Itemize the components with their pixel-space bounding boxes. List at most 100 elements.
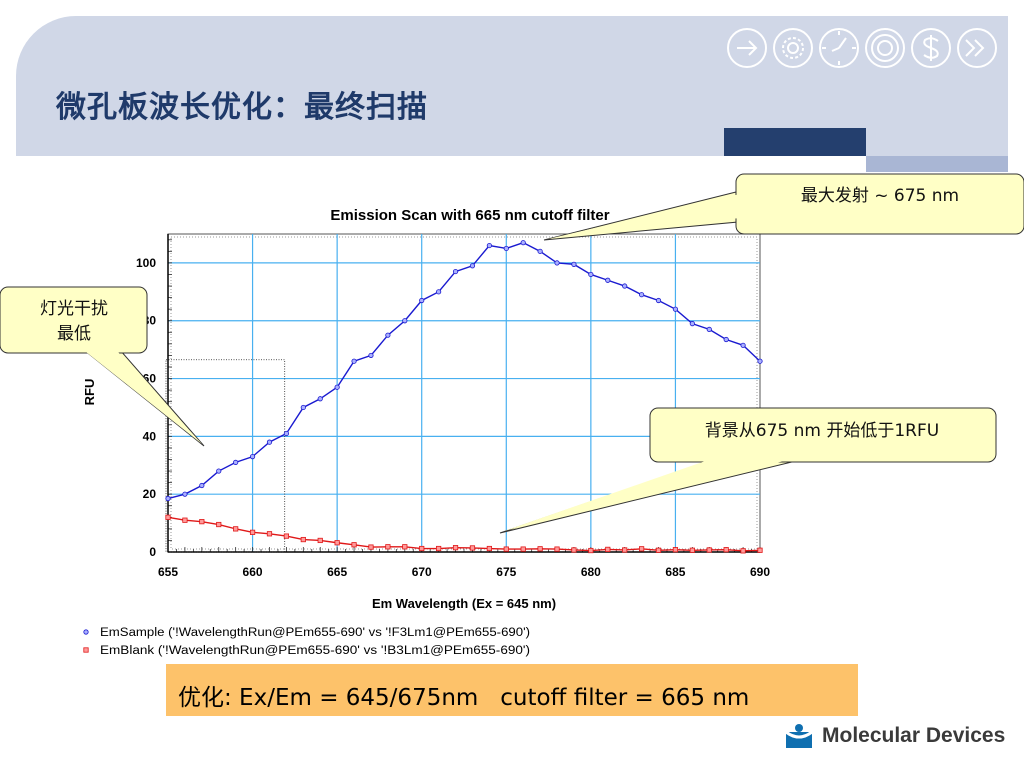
- sample-point: [537, 248, 543, 254]
- sample-point: [368, 352, 374, 359]
- sample-point: [706, 326, 712, 332]
- slide-title: 微孔板波长优化：最终扫描: [56, 90, 428, 125]
- legend-marker-sample: [83, 629, 89, 635]
- callout-background-box: [649, 407, 997, 463]
- sample-point: [216, 468, 222, 474]
- optimization-banner-text: 优化: Ex/Em = 645/675nm cutoff filter = 66…: [178, 685, 750, 711]
- dollar-icon: [911, 28, 951, 68]
- sample-point: [757, 358, 763, 364]
- blank-point: [165, 514, 171, 520]
- sample-point: [165, 495, 171, 502]
- x-tick-label: 685: [665, 565, 685, 579]
- sample-point: [283, 430, 289, 437]
- interference-region-box: [165, 359, 286, 553]
- sample-point: [672, 306, 679, 312]
- sample-point: [723, 336, 729, 343]
- sample-point: [249, 453, 256, 460]
- sample-point: [419, 297, 425, 304]
- clock-icon: [819, 28, 859, 68]
- sample-point: [402, 318, 408, 324]
- blank-point: [486, 545, 492, 552]
- blank-point: [554, 546, 560, 552]
- callout-min-light-box: [0, 286, 148, 354]
- sample-point: [605, 277, 611, 283]
- blank-point: [436, 545, 442, 552]
- y-axis-label: RFU: [82, 379, 97, 406]
- blank-point: [368, 544, 374, 550]
- blank-point: [571, 547, 577, 553]
- sample-point: [351, 358, 357, 364]
- sample-point: [638, 292, 645, 298]
- blank-point: [622, 547, 628, 553]
- y-tick-label: 100: [136, 256, 156, 270]
- company-logo: Molecular Devices: [782, 720, 1012, 754]
- sample-point: [300, 404, 306, 411]
- header-accent-dark: [724, 128, 866, 156]
- arrow-right-icon: [727, 28, 767, 68]
- callout-min-light-join: [86, 352, 202, 444]
- target-icon: [865, 28, 905, 68]
- callout-background: 背景从675 nm 开始低于1RFU: [499, 407, 997, 534]
- blank-point: [469, 545, 476, 551]
- blank-point: [639, 546, 645, 552]
- icon-row: [727, 28, 997, 68]
- callout-background-text: 背景从675 nm 开始低于1RFU: [705, 421, 939, 441]
- chart-title: Emission Scan with 665 nm cutoff filter: [330, 207, 609, 224]
- sample-point: [622, 283, 628, 289]
- optimization-banner: 优化: Ex/Em = 645/675nm cutoff filter = 66…: [166, 664, 858, 716]
- blank-point: [452, 545, 459, 551]
- callout-min-light: 灯光干扰 最低: [0, 286, 205, 447]
- blank-point: [351, 542, 357, 548]
- sample-point: [385, 332, 391, 338]
- blank-point: [334, 540, 340, 546]
- blank-point: [740, 548, 746, 554]
- blank-point: [266, 531, 273, 537]
- blank-point: [199, 519, 205, 525]
- blank-point: [689, 547, 695, 553]
- company-name: Molecular Devices: [822, 724, 1006, 747]
- blank-point: [317, 537, 323, 544]
- sample-point: [199, 482, 205, 489]
- blank-point: [672, 547, 679, 553]
- y-tick-label: 40: [143, 429, 157, 443]
- y-tick-label: 0: [149, 545, 156, 559]
- blank-point: [588, 547, 594, 554]
- callout-max-emission-join: [548, 194, 740, 239]
- sample-point: [266, 439, 273, 445]
- blank-point: [300, 536, 306, 543]
- callout-background-join: [504, 458, 796, 531]
- chart-legend: EmSample ('!WavelengthRun@PEm655-690' vs…: [83, 627, 530, 657]
- legend-entry: EmBlank ('!WavelengthRun@PEm655-690' vs …: [100, 645, 530, 657]
- sample-point: [740, 342, 746, 348]
- sample-point: [486, 242, 492, 249]
- sample-point: [554, 260, 560, 266]
- series-line: [167, 241, 761, 500]
- sample-point: [571, 261, 577, 267]
- sample-point: [655, 297, 662, 304]
- blank-point: [605, 546, 611, 552]
- legend-marker-blank: [83, 647, 89, 653]
- x-tick-label: 675: [496, 565, 516, 579]
- blank-point: [249, 529, 256, 535]
- callout-max-emission-text: 最大发射 ~ 675 nm: [801, 186, 959, 206]
- blank-point: [385, 544, 391, 550]
- x-tick-label: 655: [158, 565, 178, 579]
- sample-point: [469, 263, 476, 269]
- x-tick-label: 670: [412, 565, 432, 579]
- blank-point: [402, 544, 408, 550]
- blank-point: [419, 545, 425, 552]
- callout-min-light-line2: 最低: [57, 324, 91, 344]
- sample-point: [689, 321, 695, 327]
- x-axis-label: Em Wavelength (Ex = 645 nm): [372, 596, 556, 611]
- callout-max-emission: 最大发射 ~ 675 nm: [543, 173, 1024, 241]
- callout-min-light-line1: 灯光干扰: [40, 299, 108, 319]
- sample-point: [436, 289, 442, 295]
- company-logo-icon: [785, 724, 813, 748]
- fast-forward-icon: [957, 28, 997, 68]
- sample-point: [317, 396, 323, 402]
- blank-point: [655, 547, 662, 553]
- blank-point: [706, 547, 712, 553]
- series-line: [167, 516, 761, 552]
